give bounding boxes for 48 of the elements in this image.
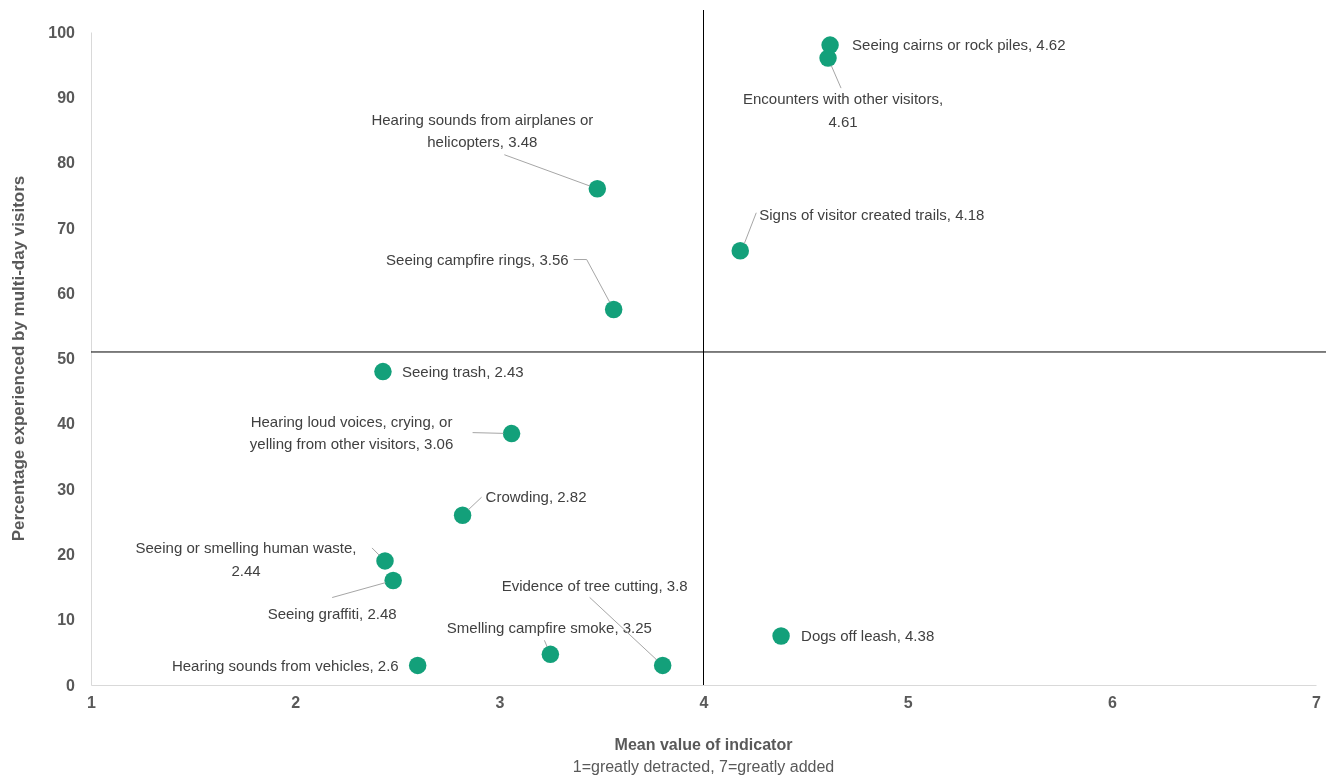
point <box>502 424 521 443</box>
x-tick-label: 6 <box>1107 694 1117 712</box>
y-tick-label: 0 <box>66 676 76 694</box>
x-tick-label: 7 <box>1312 694 1322 712</box>
point <box>588 180 607 198</box>
point <box>384 571 402 590</box>
annotation: Evidence of tree cutting, 3.8 <box>501 576 688 594</box>
point <box>772 627 790 645</box>
x-tick-label: 2 <box>291 694 301 712</box>
point <box>604 300 623 319</box>
x-tick-label: 3 <box>495 694 505 712</box>
point <box>819 49 837 67</box>
y-tick-label: 100 <box>48 23 76 41</box>
y-tick-label: 40 <box>57 415 76 433</box>
annotation: Signs of visitor created trails, 4.18 <box>759 206 985 224</box>
point <box>453 506 472 524</box>
y-tick-label: 30 <box>57 480 76 498</box>
annotation: Dogs off leash, 4.38 <box>801 627 935 645</box>
annotation: Hearing sounds from vehicles, 2.6 <box>171 656 399 674</box>
text: 1=greatly detracted, 7=greatly added <box>572 758 835 775</box>
annotation: Smelling campfire smoke, 3.25 <box>446 618 652 636</box>
annotation: Seeing campfire rings, 3.56 <box>386 250 569 268</box>
y-tick-label: 10 <box>57 611 76 629</box>
point <box>374 362 392 381</box>
x-tick-label: 1 <box>87 694 97 712</box>
annotation: Seeing trash, 2.43 <box>401 362 524 380</box>
point <box>541 645 560 664</box>
x-tick-label: 5 <box>903 694 913 712</box>
annotation: Seeing cairns or rock piles, 4.62 <box>852 36 1066 54</box>
y-tick-label: 80 <box>57 154 76 172</box>
annotation: Seeing graffiti, 2.48 <box>267 604 397 622</box>
y-tick-label: 90 <box>57 88 76 106</box>
point <box>653 656 672 675</box>
annotation: Crowding, 2.82 <box>485 488 587 506</box>
annotation: Hearing loud voices, crying, or yelling from other visitors, 3.06 <box>249 412 454 453</box>
y-tick-label: 20 <box>57 546 76 564</box>
annotation: Hearing sounds from airplanes or helicopters, 3.48 <box>371 110 594 151</box>
x-tick-label: 4 <box>699 694 709 712</box>
annotation: Seeing or smelling human waste, 2.44 <box>135 539 357 579</box>
y-axis-title: Percentage experienced by multi-day visitors <box>9 175 28 542</box>
point <box>376 552 394 570</box>
y-tick-label: 60 <box>57 284 76 302</box>
x-axis-title: Mean value of indicator <box>614 736 793 753</box>
y-tick-label: 50 <box>57 350 76 368</box>
point <box>731 242 749 260</box>
annotation: Encounters with other visitors, 4.61 <box>742 90 944 130</box>
point <box>408 656 427 675</box>
y-tick-label: 70 <box>57 219 76 237</box>
